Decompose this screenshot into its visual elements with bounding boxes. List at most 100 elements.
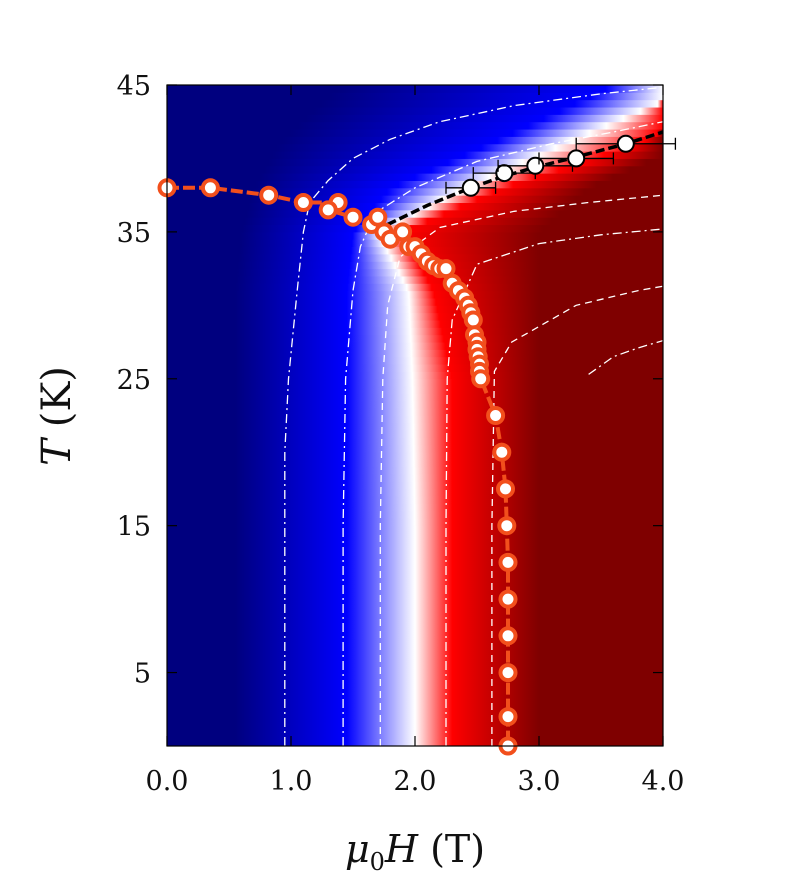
- heatmap-band: [167, 165, 663, 174]
- heatmap-band: [167, 91, 663, 101]
- heatmap-band: [167, 532, 663, 541]
- orange-series-point: [496, 479, 515, 499]
- heatmap-band: [167, 99, 663, 108]
- heatmap-band: [167, 260, 663, 270]
- heatmap-band: [167, 525, 663, 534]
- heatmap-background: [167, 85, 663, 746]
- heatmap-band: [167, 547, 663, 556]
- heatmap-band: [167, 701, 663, 710]
- x-tick-label: 3.0: [518, 766, 561, 797]
- heatmap-band: [167, 437, 663, 446]
- contour-line: [588, 339, 663, 375]
- heatmap-band: [167, 356, 663, 365]
- heatmap-band: [167, 209, 663, 218]
- y-tick-label: 35: [117, 218, 151, 249]
- orange-series-point: [318, 200, 338, 220]
- heatmap-band: [167, 481, 663, 490]
- heatmap-band: [167, 231, 663, 240]
- heatmap-band: [167, 113, 663, 123]
- x-axis-label-var: H: [384, 827, 419, 871]
- heatmap-band: [167, 172, 663, 181]
- orange-series-point: [200, 178, 220, 198]
- heatmap-band: [167, 488, 663, 497]
- heatmap-band: [167, 716, 663, 725]
- x-tick-label: 4.0: [642, 766, 685, 797]
- heatmap-band: [167, 282, 663, 292]
- heatmap-band: [167, 708, 663, 718]
- heatmap-band: [167, 378, 663, 387]
- heatmap-band: [167, 672, 663, 681]
- heatmap-band: [167, 657, 663, 666]
- y-axis-label: T (K): [34, 366, 80, 466]
- heatmap-band: [167, 451, 663, 461]
- heatmap-band: [167, 392, 663, 402]
- x-tick-label: 2.0: [394, 766, 437, 797]
- heatmap-band: [167, 121, 663, 130]
- orange-series-point: [498, 663, 518, 683]
- orange-series-point: [486, 406, 506, 425]
- heatmap-band: [167, 694, 663, 703]
- heatmap-band: [167, 730, 663, 740]
- heatmap-band: [167, 202, 663, 211]
- x-axis-label: μ0H (T): [345, 827, 485, 876]
- orange-series-point: [436, 259, 456, 279]
- heatmap-band: [167, 268, 663, 277]
- orange-series-point: [498, 589, 518, 609]
- white-series-point: [495, 164, 514, 183]
- white-series-point: [567, 149, 586, 168]
- heatmap-band: [167, 510, 663, 519]
- heatmap-band: [167, 157, 663, 167]
- heatmap-band: [167, 466, 663, 475]
- heatmap-band: [167, 334, 663, 343]
- heatmap-band: [167, 650, 663, 659]
- orange-series-point: [463, 310, 483, 330]
- heatmap-band: [167, 187, 663, 196]
- x-axis-ticks: 0.0 1.0 2.0 3.0 4.0: [146, 85, 685, 797]
- heatmap-band: [167, 554, 663, 563]
- y-axis-ticks: 5 15 25 35 45: [117, 71, 663, 690]
- heatmap-band: [167, 495, 663, 505]
- heatmap-band: [167, 517, 663, 527]
- heatmap-band: [167, 605, 663, 615]
- white-series-point: [461, 178, 480, 197]
- heatmap-band: [167, 686, 663, 696]
- x-tick-label: 1.0: [270, 766, 313, 797]
- heatmap-band: [167, 341, 663, 350]
- orange-series-point: [259, 185, 279, 205]
- heatmap-band: [167, 128, 663, 137]
- heatmap-band: [167, 143, 663, 152]
- heatmap-band: [167, 664, 663, 674]
- y-tick-label: 25: [117, 365, 151, 396]
- y-axis-label-var: T: [34, 436, 80, 466]
- heatmap-band: [167, 312, 663, 321]
- heatmap-band: [167, 583, 663, 593]
- heatmap-band: [167, 363, 663, 372]
- y-tick-label: 5: [134, 659, 151, 690]
- contour-line: [491, 285, 663, 746]
- orange-series-point: [492, 442, 512, 462]
- orange-series-point: [498, 626, 518, 646]
- x-axis-label-mu: μ: [345, 827, 370, 871]
- orange-series-point: [343, 207, 363, 227]
- heatmap-band: [167, 194, 663, 204]
- heatmap-band: [167, 400, 663, 409]
- heatmap-band: [167, 422, 663, 431]
- heatmap-band: [167, 429, 663, 439]
- orange-series-point: [471, 369, 491, 389]
- heatmap-band: [167, 326, 663, 336]
- y-tick-label: 15: [117, 512, 151, 543]
- heatmap-band: [167, 561, 663, 571]
- heatmap-band: [167, 216, 663, 226]
- heatmap-band: [167, 224, 663, 233]
- y-axis-label-unit: (K): [34, 366, 80, 427]
- heatmap-band: [167, 598, 663, 607]
- heatmap-band: [167, 290, 663, 299]
- heatmap-band: [167, 635, 663, 644]
- heatmap-band: [167, 150, 663, 159]
- heatmap-band: [167, 304, 663, 314]
- heatmap-band: [167, 179, 663, 189]
- heatmap-band: [167, 385, 663, 394]
- heatmap-band: [167, 135, 663, 145]
- heatmap-band: [167, 539, 663, 549]
